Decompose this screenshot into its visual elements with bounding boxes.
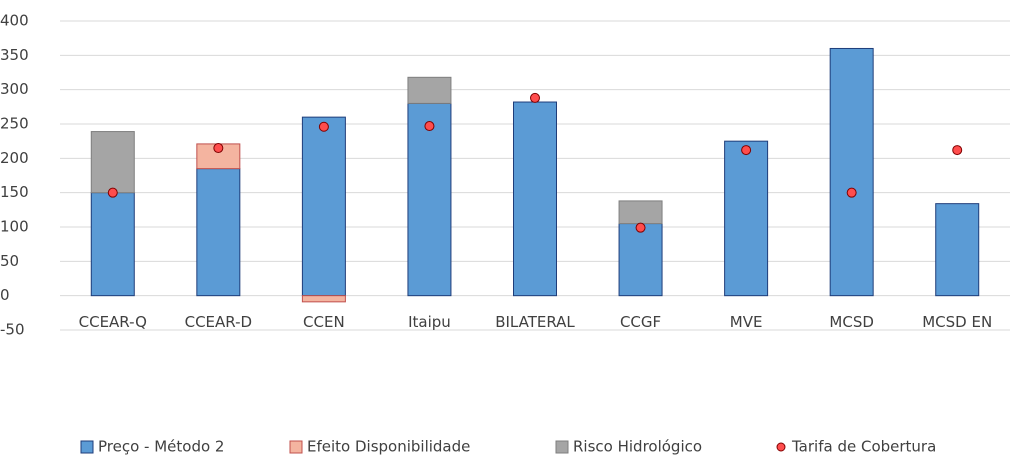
bar	[618, 223, 663, 297]
point	[530, 92, 540, 103]
y-tick-label: 100	[0, 218, 29, 236]
legend-label: Tarifa de Cobertura	[791, 438, 936, 456]
legend-label: Preço - Método 2	[98, 438, 224, 456]
point	[318, 121, 329, 132]
bar	[90, 131, 135, 194]
x-tick-label: CCGF	[620, 313, 661, 331]
x-tick-label: CCEN	[303, 313, 345, 331]
bar	[513, 101, 557, 297]
bar	[90, 192, 135, 297]
legend-label: Risco Hidrológico	[573, 438, 702, 456]
point	[424, 121, 435, 132]
point	[846, 187, 857, 198]
bar	[301, 116, 346, 297]
bar	[618, 200, 663, 225]
x-tick-label: MCSD	[829, 313, 874, 331]
y-tick-label: 350	[0, 46, 29, 64]
legend-marker	[555, 440, 569, 454]
point	[741, 145, 752, 156]
bar	[301, 295, 346, 303]
y-tick-label: 250	[0, 115, 29, 133]
x-tick-label: MVE	[730, 313, 763, 331]
y-tick-label: 200	[0, 149, 29, 167]
point	[952, 145, 963, 156]
legend-marker	[776, 442, 786, 452]
bar	[196, 168, 241, 297]
legend-marker	[80, 440, 94, 454]
x-tick-label: MCSD EN	[922, 313, 992, 331]
y-tick-label: -50	[0, 321, 25, 339]
point	[107, 187, 118, 198]
legend-label: Efeito Disponibilidade	[307, 438, 470, 456]
y-tick-label: 50	[0, 252, 19, 270]
legend-marker	[289, 440, 303, 454]
bar	[407, 102, 452, 297]
x-tick-label: BILATERAL	[495, 313, 575, 331]
x-tick-label: CCEAR-Q	[79, 313, 147, 331]
x-tick-label: Itaipu	[408, 313, 451, 331]
y-tick-label: 0	[0, 286, 10, 304]
bar	[407, 76, 452, 104]
point	[635, 222, 646, 233]
bar	[724, 140, 769, 297]
bar	[935, 203, 980, 297]
y-tick-label: 150	[0, 183, 29, 201]
y-tick-label: 300	[0, 80, 29, 98]
y-tick-label: 400	[0, 12, 29, 30]
point	[213, 143, 224, 154]
x-tick-label: CCEAR-D	[185, 313, 252, 331]
bar	[829, 47, 874, 297]
